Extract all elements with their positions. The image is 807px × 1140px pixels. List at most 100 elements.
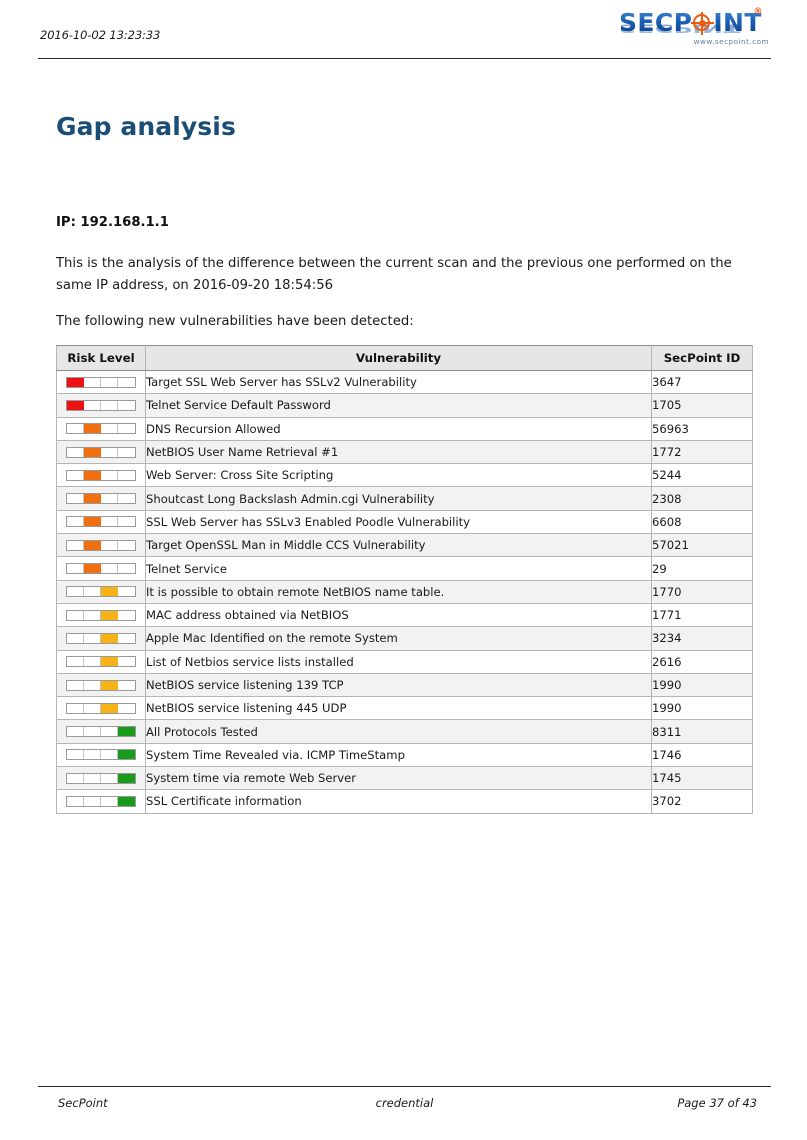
- risk-level-meter: [66, 469, 136, 481]
- table-row: NetBIOS service listening 445 UDP 1990: [56, 696, 753, 721]
- secpoint-id-cell: 1770: [651, 579, 753, 604]
- risk-meter-segment-3: [101, 680, 118, 690]
- vulnerability-name-cell: SSL Web Server has SSLv3 Enabled Poodle …: [145, 509, 652, 535]
- risk-meter-segment-2: [84, 796, 101, 806]
- risk-level-meter: [66, 632, 136, 644]
- table-row: SSL Web Server has SSLv3 Enabled Poodle …: [56, 509, 753, 535]
- secpoint-id-cell: 6608: [651, 509, 753, 535]
- footer-page-number: Page 37 of 43: [677, 1096, 757, 1110]
- secpoint-id-cell: 2616: [651, 649, 753, 674]
- risk-level-meter: [66, 376, 136, 388]
- risk-meter-segment-2: [84, 564, 101, 574]
- column-header-vulnerability: Vulnerability: [145, 345, 652, 371]
- risk-meter-segment-2: [84, 703, 101, 713]
- footer-company-name: SecPoint: [58, 1096, 108, 1110]
- table-row: Web Server: Cross Site Scripting 5244: [56, 463, 753, 488]
- risk-meter-segment-1: [67, 494, 84, 504]
- risk-meter-segment-4: [118, 401, 135, 410]
- vulnerability-name-cell: NetBIOS User Name Retrieval #1: [145, 439, 652, 465]
- secpoint-id-cell: 29: [651, 556, 753, 581]
- risk-meter-segment-1: [67, 564, 84, 574]
- page-header: 2016-10-02 13:23:33 SECP INT SECP INT® www…: [38, 8, 771, 59]
- risk-meter-segment-3: [101, 773, 118, 783]
- risk-meter-segment-2: [84, 633, 101, 643]
- risk-level-cell: [56, 766, 146, 791]
- vulnerability-name-cell: MAC address obtained via NetBIOS: [145, 602, 652, 628]
- table-row: System time via remote Web Server 1745: [56, 766, 753, 791]
- risk-meter-segment-4: [118, 796, 135, 806]
- risk-level-cell: [56, 393, 146, 418]
- risk-meter-segment-3: [101, 517, 118, 527]
- table-row: Target OpenSSL Man in Middle CCS Vulnera…: [56, 533, 753, 558]
- risk-level-cell: [56, 742, 146, 768]
- table-row: All Protocols Tested 8311: [56, 719, 753, 744]
- secpoint-id-cell: 1990: [651, 696, 753, 721]
- secpoint-id-cell: 1746: [651, 742, 753, 768]
- risk-level-meter: [66, 516, 136, 528]
- risk-meter-segment-4: [118, 471, 135, 480]
- risk-meter-segment-2: [84, 424, 101, 434]
- risk-meter-segment-1: [67, 727, 84, 737]
- table-row: It is possible to obtain remote NetBIOS …: [56, 579, 753, 604]
- risk-meter-segment-4: [118, 541, 135, 550]
- vulnerability-name-cell: System time via remote Web Server: [145, 766, 652, 791]
- ip-address-label: IP: 192.168.1.1: [56, 215, 169, 230]
- secpoint-id-cell: 1705: [651, 393, 753, 418]
- risk-level-meter: [66, 679, 136, 691]
- risk-level-cell: [56, 672, 146, 698]
- risk-meter-segment-4: [118, 657, 135, 666]
- vulnerability-name-cell: Target SSL Web Server has SSLv2 Vulnerab…: [145, 369, 652, 395]
- logo-website-url: www.secpoint.com: [693, 37, 769, 46]
- risk-meter-segment-2: [84, 587, 101, 597]
- risk-level-cell: [56, 463, 146, 488]
- secpoint-id-cell: 3234: [651, 626, 753, 651]
- risk-meter-segment-1: [67, 424, 84, 434]
- risk-level-cell: [56, 369, 146, 395]
- table-row: NetBIOS service listening 139 TCP 1990: [56, 672, 753, 698]
- secpoint-id-cell: 1745: [651, 766, 753, 791]
- vulnerability-name-cell: DNS Recursion Allowed: [145, 416, 652, 441]
- secpoint-id-cell: 3702: [651, 789, 753, 814]
- risk-meter-segment-2: [84, 727, 101, 737]
- risk-level-meter: [66, 446, 136, 458]
- risk-level-meter: [66, 586, 136, 598]
- risk-level-cell: [56, 439, 146, 465]
- table-row: List of Netbios service lists installed 2…: [56, 649, 753, 674]
- risk-meter-segment-1: [67, 587, 84, 597]
- table-row: Telnet Service Default Password 1705: [56, 393, 753, 418]
- secpoint-id-cell: 57021: [651, 533, 753, 558]
- risk-meter-segment-4: [118, 750, 135, 760]
- page-footer: SecPoint credential Page 37 of 43: [38, 1086, 771, 1126]
- logo-wordmark: SECP INT ®: [619, 8, 762, 37]
- risk-level-meter: [66, 795, 136, 807]
- risk-meter-segment-4: [118, 378, 135, 387]
- risk-meter-segment-2: [84, 773, 101, 783]
- risk-level-meter: [66, 702, 136, 714]
- risk-meter-segment-1: [67, 540, 84, 550]
- risk-meter-segment-4: [118, 681, 135, 690]
- risk-level-cell: [56, 416, 146, 441]
- risk-meter-segment-2: [84, 657, 101, 667]
- table-row: Target SSL Web Server has SSLv2 Vulnerab…: [56, 369, 753, 395]
- footer-divider: [38, 1086, 771, 1087]
- risk-level-meter: [66, 749, 136, 761]
- secpoint-id-cell: 1772: [651, 439, 753, 465]
- risk-meter-segment-3: [101, 377, 118, 387]
- risk-meter-segment-4: [118, 634, 135, 643]
- vulnerability-name-cell: NetBIOS service listening 139 TCP: [145, 672, 652, 698]
- risk-meter-segment-3: [101, 587, 118, 597]
- header-timestamp: 2016-10-02 13:23:33: [40, 28, 161, 42]
- table-row: Telnet Service 29: [56, 556, 753, 581]
- risk-meter-segment-3: [101, 610, 118, 620]
- vulnerability-name-cell: List of Netbios service lists installed: [145, 649, 652, 674]
- risk-meter-segment-4: [118, 564, 135, 573]
- table-row: MAC address obtained via NetBIOS 1771: [56, 602, 753, 628]
- vulnerability-table-container: Risk Level Vulnerability SecPoint ID Tar…: [56, 345, 753, 814]
- header-divider: [38, 58, 771, 59]
- footer-classification: credential: [375, 1096, 434, 1110]
- analysis-description-paragraph: This is the analysis of the difference b…: [56, 256, 732, 293]
- secpoint-id-cell: 56963: [651, 416, 753, 441]
- logo-text-secp: SECP: [619, 8, 693, 37]
- logo-text-int: INT: [713, 8, 762, 37]
- secpoint-id-cell: 1771: [651, 602, 753, 628]
